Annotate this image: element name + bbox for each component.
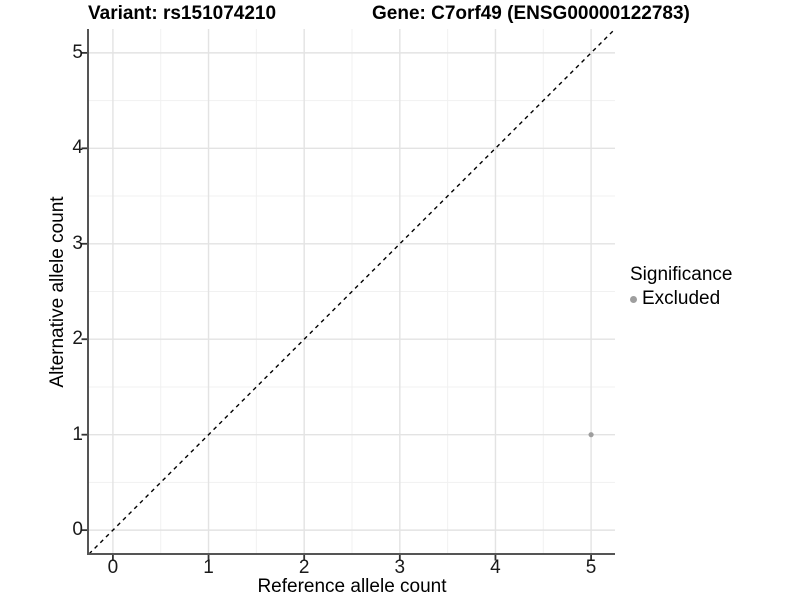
legend-item-excluded: Excluded bbox=[630, 288, 732, 310]
x-tick-label: 4 bbox=[490, 557, 501, 578]
plot-title-gene: Gene: C7orf49 (ENSG00000122783) bbox=[372, 3, 690, 24]
y-tick-label: 3 bbox=[72, 232, 83, 254]
x-tick-label: 3 bbox=[394, 557, 406, 578]
x-tick-label: 5 bbox=[585, 557, 597, 578]
y-axis-title-text: Alternative allele count bbox=[47, 196, 68, 388]
x-axis-title: Reference allele count bbox=[257, 576, 447, 597]
legend-point-icon bbox=[630, 295, 637, 303]
identity-reference-line bbox=[88, 28, 616, 555]
legend-item-label: Excluded bbox=[642, 288, 721, 309]
y-tick-label: 0 bbox=[72, 519, 83, 541]
y-tick-label: 5 bbox=[72, 41, 83, 63]
legend-title: Significance bbox=[630, 264, 733, 285]
y-tick-label: 2 bbox=[72, 328, 83, 350]
y-tick-label: 4 bbox=[72, 137, 83, 159]
legend: Significance Excluded bbox=[630, 264, 732, 310]
x-tick-label: 0 bbox=[107, 557, 119, 578]
y-tick-label: 1 bbox=[72, 423, 83, 445]
data-point bbox=[588, 432, 594, 438]
x-tick-label: 2 bbox=[298, 557, 310, 578]
plot-title-variant: Variant: rs151074210 bbox=[88, 3, 277, 24]
x-tick-label: 1 bbox=[203, 557, 214, 578]
